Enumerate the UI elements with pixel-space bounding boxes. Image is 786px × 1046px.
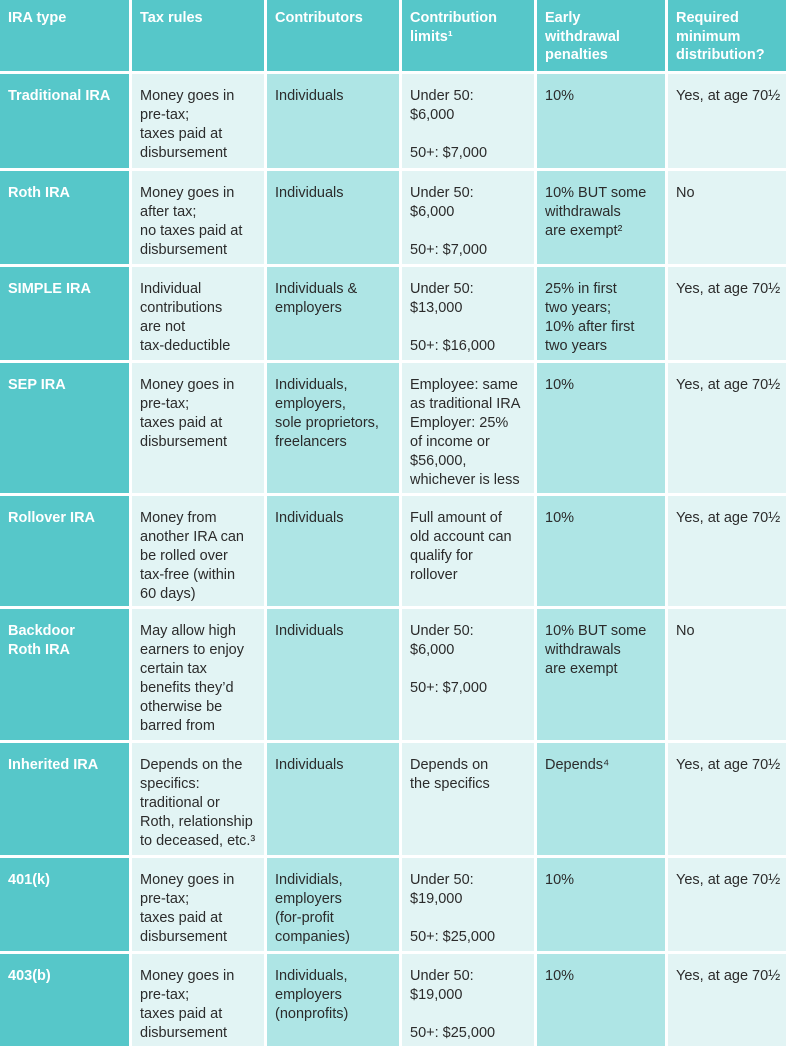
header-ira-type: IRA type <box>0 0 129 71</box>
header-required-minimum-distribution: Required minimum distribution? <box>668 0 786 71</box>
row-tax-rules: May allow high earners to enjoy certain … <box>132 609 264 740</box>
header-contribution-limits: Contribution limits¹ <box>402 0 534 71</box>
row-ira-type: Roth IRA <box>0 171 129 264</box>
header-early-withdrawal-penalties: Early withdrawal penalties <box>537 0 665 71</box>
row-contribution-limits: Under 50: $19,000 50+: $25,000 <box>402 858 534 951</box>
row-required-minimum-distribution: Yes, at age 70½ <box>668 267 786 360</box>
row-tax-rules: Individual contributions are not tax-ded… <box>132 267 264 360</box>
row-contribution-limits: Under 50: $6,000 50+: $7,000 <box>402 74 534 168</box>
row-required-minimum-distribution: Yes, at age 70½ <box>668 743 786 855</box>
row-early-withdrawal-penalties: 25% in first two years; 10% after first … <box>537 267 665 360</box>
row-required-minimum-distribution: No <box>668 171 786 264</box>
row-ira-type: Traditional IRA <box>0 74 129 168</box>
row-contributors: Individuals & employers <box>267 267 399 360</box>
row-early-withdrawal-penalties: 10% <box>537 858 665 951</box>
row-contributors: Individuals <box>267 743 399 855</box>
row-early-withdrawal-penalties: Depends⁴ <box>537 743 665 855</box>
row-contribution-limits: Under 50: $6,000 50+: $7,000 <box>402 609 534 740</box>
row-ira-type: Backdoor Roth IRA <box>0 609 129 740</box>
row-required-minimum-distribution: Yes, at age 70½ <box>668 363 786 493</box>
row-required-minimum-distribution: Yes, at age 70½ <box>668 858 786 951</box>
row-ira-type: 401(k) <box>0 858 129 951</box>
row-contributors: Individuals <box>267 496 399 606</box>
row-early-withdrawal-penalties: 10% <box>537 496 665 606</box>
row-ira-type: SEP IRA <box>0 363 129 493</box>
row-contribution-limits: Under 50: $19,000 50+: $25,000 <box>402 954 534 1046</box>
row-required-minimum-distribution: Yes, at age 70½ <box>668 74 786 168</box>
row-contributors: Individuals <box>267 171 399 264</box>
row-tax-rules: Money goes in after tax; no taxes paid a… <box>132 171 264 264</box>
row-early-withdrawal-penalties: 10% <box>537 363 665 493</box>
row-contribution-limits: Full amount of old account can qualify f… <box>402 496 534 606</box>
row-contribution-limits: Under 50: $13,000 50+: $16,000 <box>402 267 534 360</box>
row-ira-type: SIMPLE IRA <box>0 267 129 360</box>
row-required-minimum-distribution: No <box>668 609 786 740</box>
row-tax-rules: Money goes in pre-tax; taxes paid at dis… <box>132 74 264 168</box>
row-contribution-limits: Under 50: $6,000 50+: $7,000 <box>402 171 534 264</box>
row-early-withdrawal-penalties: 10% <box>537 954 665 1046</box>
row-ira-type: Inherited IRA <box>0 743 129 855</box>
row-contributors: Individuals <box>267 74 399 168</box>
row-early-withdrawal-penalties: 10% <box>537 74 665 168</box>
row-contributors: Individuals <box>267 609 399 740</box>
row-tax-rules: Depends on the specifics: traditional or… <box>132 743 264 855</box>
row-tax-rules: Money goes in pre-tax; taxes paid at dis… <box>132 363 264 493</box>
row-required-minimum-distribution: Yes, at age 70½ <box>668 954 786 1046</box>
row-ira-type: Rollover IRA <box>0 496 129 606</box>
row-contributors: Individials, employers (for-profit compa… <box>267 858 399 951</box>
row-early-withdrawal-penalties: 10% BUT some withdrawals are exempt² <box>537 171 665 264</box>
row-required-minimum-distribution: Yes, at age 70½ <box>668 496 786 606</box>
row-contributors: Individuals, employers (nonprofits) <box>267 954 399 1046</box>
row-contribution-limits: Depends on the specifics <box>402 743 534 855</box>
row-contributors: Individuals, employers, sole proprietors… <box>267 363 399 493</box>
row-contribution-limits: Employee: same as traditional IRA Employ… <box>402 363 534 493</box>
row-tax-rules: Money from another IRA can be rolled ove… <box>132 496 264 606</box>
header-tax-rules: Tax rules <box>132 0 264 71</box>
row-tax-rules: Money goes in pre-tax; taxes paid at dis… <box>132 858 264 951</box>
row-ira-type: 403(b) <box>0 954 129 1046</box>
row-early-withdrawal-penalties: 10% BUT some withdrawals are exempt <box>537 609 665 740</box>
header-contributors: Contributors <box>267 0 399 71</box>
row-tax-rules: Money goes in pre-tax; taxes paid at dis… <box>132 954 264 1046</box>
